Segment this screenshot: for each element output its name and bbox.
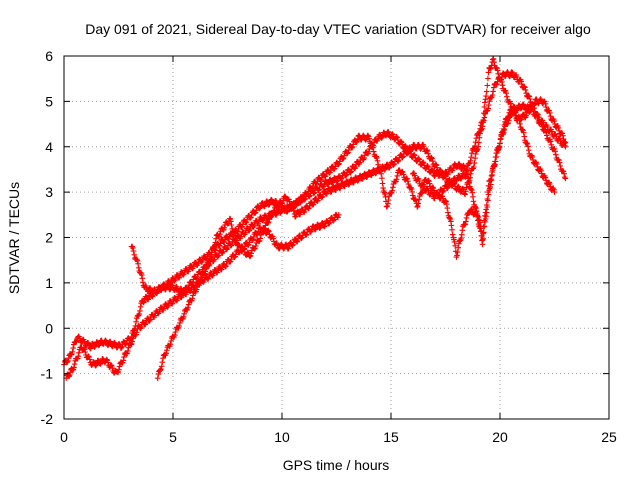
x-axis-label: GPS time / hours [283, 457, 390, 473]
x-tick-label: 20 [492, 429, 508, 445]
x-tick-labels: 0 5 10 15 20 25 [60, 429, 617, 445]
y-tick-label: 0 [45, 320, 53, 336]
y-tick-label: 6 [45, 48, 53, 64]
y-tick-label: 2 [45, 230, 53, 246]
x-tick-label: 5 [169, 429, 177, 445]
axis-ticks [63, 55, 610, 420]
series-track-2 [63, 211, 342, 381]
y-tick-label: -2 [41, 411, 54, 427]
y-tick-labels: -2 -1 0 1 2 3 4 5 6 [41, 48, 54, 427]
x-tick-label: 15 [383, 429, 399, 445]
y-tick-label: -1 [41, 366, 54, 382]
y-tick-label: 1 [45, 275, 53, 291]
x-tick-label: 25 [601, 429, 617, 445]
y-tick-label: 3 [45, 184, 53, 200]
y-tick-label: 4 [45, 139, 53, 155]
x-tick-label: 0 [60, 429, 68, 445]
grid-lines [64, 56, 609, 419]
chart-title: Day 091 of 2021, Sidereal Day-to-day VTE… [85, 21, 591, 37]
plus-markers-track-5 [410, 101, 569, 248]
plus-markers-track-1 [61, 69, 569, 368]
data-series [61, 56, 569, 381]
y-axis-label: SDTVAR / TECUs [6, 182, 22, 294]
x-tick-label: 10 [274, 429, 290, 445]
y-tick-label: 5 [45, 93, 53, 109]
series-track-1 [61, 69, 569, 368]
series-track-5 [410, 101, 569, 248]
plus-markers-track-2 [63, 211, 342, 381]
